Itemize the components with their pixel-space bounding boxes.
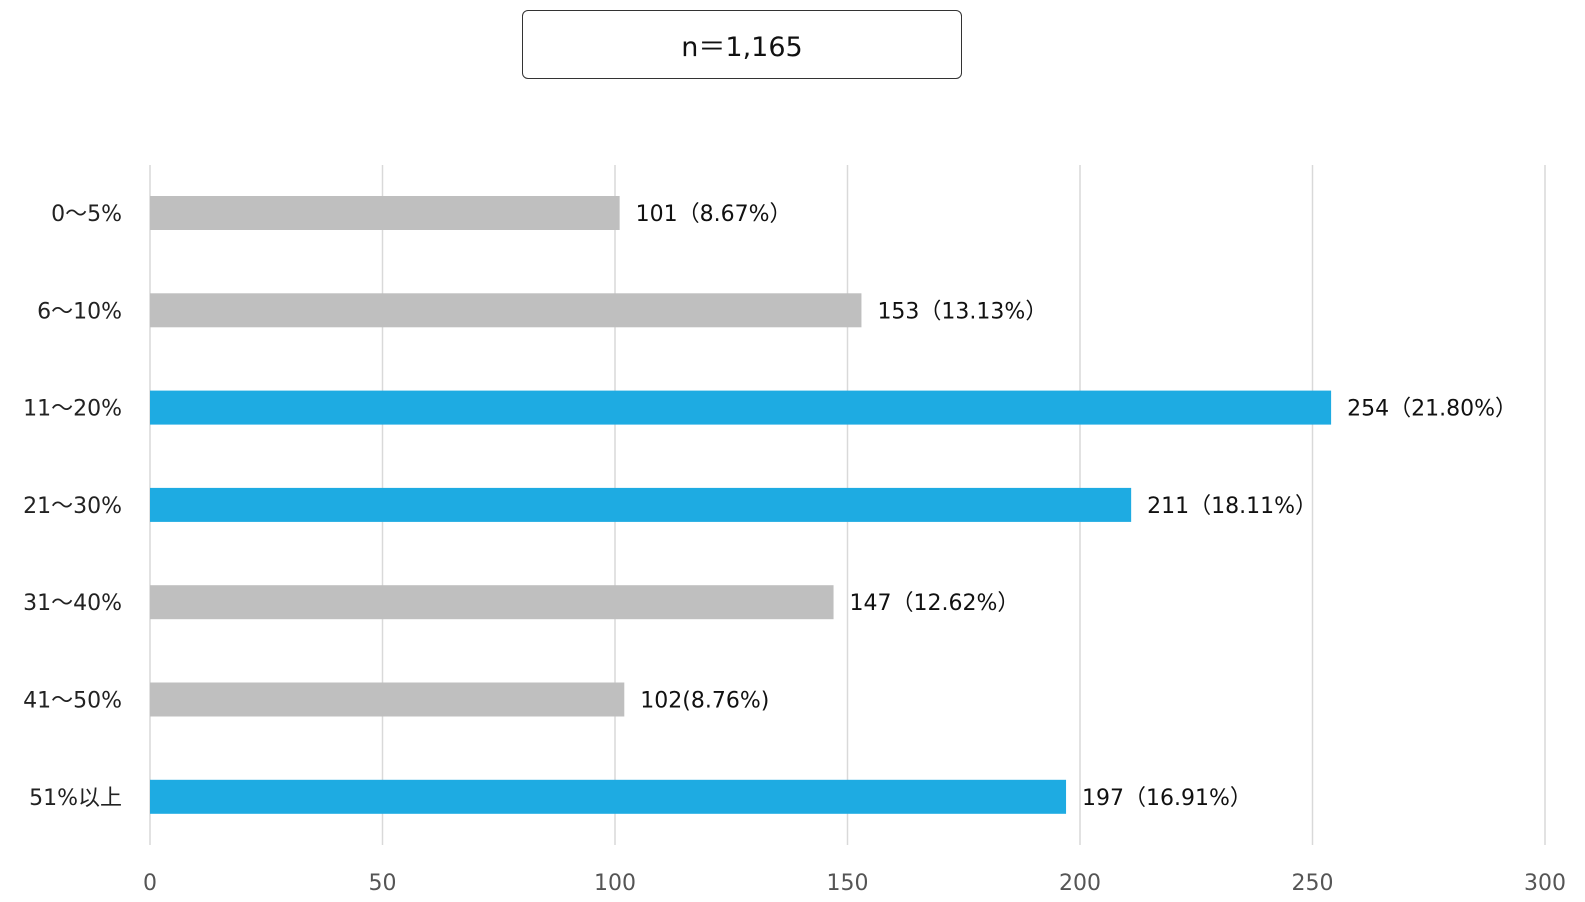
x-tick-label: 200 [1059, 871, 1101, 896]
x-tick-label: 250 [1292, 871, 1334, 896]
data-label: 197（16.91%） [1082, 786, 1252, 811]
data-label: 102(8.76%) [640, 689, 769, 714]
category-labels: 0～5% 6～10% 11～20% 21～30% 31～40% 41～50% 51%以上 [23, 202, 122, 811]
data-label: 101（8.67%） [636, 202, 792, 227]
sample-size-box: n＝1,165 [522, 10, 962, 79]
bar [150, 585, 834, 620]
category-label: 0～5% [51, 202, 122, 227]
category-label: 11～20% [23, 397, 122, 422]
x-tick-label: 50 [369, 871, 397, 896]
bars [150, 196, 1332, 814]
x-tick-label: 150 [827, 871, 869, 896]
x-tick-label: 100 [594, 871, 636, 896]
data-label: 153（13.13%） [877, 299, 1047, 324]
bar [150, 779, 1067, 814]
category-label: 51%以上 [29, 786, 122, 811]
data-labels: 101（8.67%） 153（13.13%） 254（21.80%） 211（18.1… [636, 202, 1517, 811]
category-label: 6～10% [37, 299, 122, 324]
bar [150, 487, 1132, 522]
bar [150, 293, 862, 328]
x-tick-label: 0 [143, 871, 157, 896]
data-label: 147（12.62%） [850, 591, 1020, 616]
x-tick-label: 300 [1524, 871, 1566, 896]
bar [150, 682, 625, 717]
category-label: 41～50% [23, 689, 122, 714]
bar [150, 196, 620, 230]
sample-size-text: n＝1,165 [681, 32, 803, 63]
data-label: 211（18.11%） [1147, 494, 1317, 519]
bar [150, 390, 1332, 425]
category-label: 31～40% [23, 591, 122, 616]
data-label: 254（21.80%） [1347, 397, 1517, 422]
x-axis-ticks: 0 50 100 150 200 250 300 [143, 871, 1566, 896]
category-label: 21～30% [23, 494, 122, 519]
